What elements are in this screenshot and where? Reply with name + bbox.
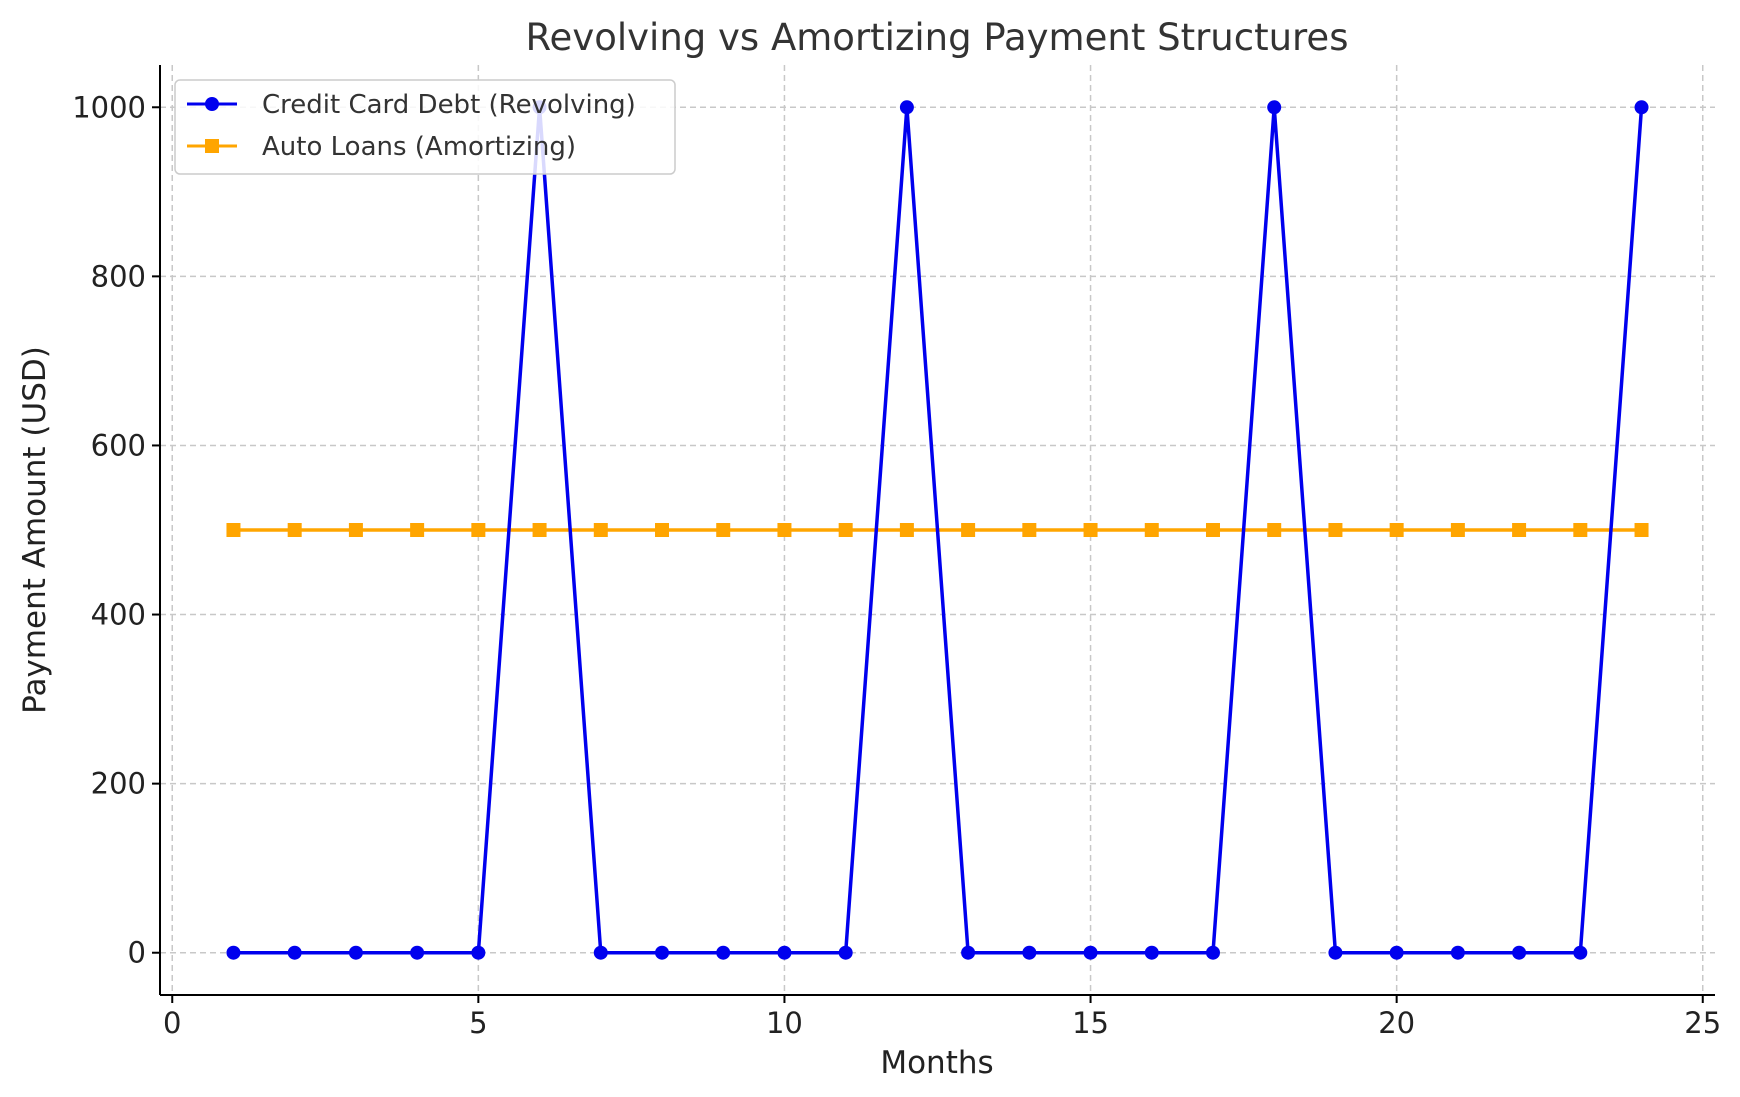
x-tick-label: 10: [766, 1006, 803, 1040]
data-point-credit-card: [716, 945, 731, 960]
data-point-credit-card: [1634, 100, 1649, 115]
data-point-auto-loans: [1267, 523, 1282, 537]
data-point-auto-loans: [348, 523, 363, 537]
data-point-auto-loans: [1022, 523, 1037, 537]
y-tick-label: 400: [91, 598, 146, 632]
legend: Credit Card Debt (Revolving) Auto Loans …: [174, 79, 676, 175]
data-point-credit-card: [1205, 945, 1220, 960]
data-point-credit-card: [961, 945, 976, 960]
data-point-credit-card: [1573, 945, 1588, 960]
y-ticks: 0 200 400 600 800 1000: [72, 90, 160, 970]
data-point-credit-card: [1083, 945, 1098, 960]
data-point-auto-loans: [655, 523, 670, 537]
x-tick-label: 5: [469, 1006, 487, 1040]
data-point-auto-loans: [1328, 523, 1343, 537]
data-point-auto-loans: [838, 523, 853, 537]
data-point-auto-loans: [1512, 523, 1527, 537]
data-point-auto-loans: [226, 523, 241, 537]
data-point-auto-loans: [1144, 523, 1159, 537]
y-tick-label: 0: [128, 936, 146, 970]
data-point-auto-loans: [1083, 523, 1098, 537]
data-point-credit-card: [471, 945, 486, 960]
data-point-credit-card: [777, 945, 792, 960]
data-point-credit-card: [899, 100, 914, 115]
data-point-auto-loans: [899, 523, 914, 537]
y-tick-label: 800: [91, 259, 146, 293]
legend-marker-auto-loans: [205, 139, 219, 153]
data-point-credit-card: [838, 945, 853, 960]
data-point-credit-card: [655, 945, 670, 960]
y-tick-label: 200: [91, 767, 146, 801]
y-tick-label: 600: [91, 428, 146, 462]
data-point-credit-card: [1512, 945, 1527, 960]
data-point-auto-loans: [410, 523, 425, 537]
series-line-credit-card: [233, 105, 1644, 955]
data-point-credit-card: [410, 945, 425, 960]
data-point-credit-card: [593, 945, 608, 960]
data-point-credit-card: [1328, 945, 1343, 960]
data-point-auto-loans: [1634, 523, 1649, 537]
x-tick-label: 25: [1684, 1006, 1721, 1040]
legend-label-auto-loans: Auto Loans (Amortizing): [262, 132, 576, 162]
data-point-credit-card: [1022, 945, 1037, 960]
data-point-auto-loans: [1389, 523, 1404, 537]
x-tick-label: 15: [1072, 1006, 1109, 1040]
y-axis-label: Payment Amount (USD): [17, 346, 53, 714]
x-axis-label: Months: [880, 1045, 993, 1081]
data-point-credit-card: [1389, 945, 1404, 960]
data-point-auto-loans: [471, 523, 486, 537]
x-tick-label: 0: [163, 1006, 181, 1040]
data-point-auto-loans: [777, 523, 792, 537]
chart-title: Revolving vs Amortizing Payment Structur…: [526, 16, 1349, 59]
x-tick-label: 20: [1378, 1006, 1415, 1040]
data-point-auto-loans: [287, 523, 302, 537]
plot-area: [226, 100, 1649, 960]
data-point-credit-card: [287, 945, 302, 960]
data-point-credit-card: [226, 945, 241, 960]
legend-label-credit-card: Credit Card Debt (Revolving): [262, 90, 636, 120]
data-point-auto-loans: [1450, 523, 1465, 537]
data-point-auto-loans: [961, 523, 976, 537]
data-point-credit-card: [1144, 945, 1159, 960]
data-point-auto-loans: [1205, 523, 1220, 537]
data-point-credit-card: [348, 945, 363, 960]
data-point-auto-loans: [593, 523, 608, 537]
data-point-credit-card: [1267, 100, 1282, 115]
data-point-auto-loans: [716, 523, 731, 537]
data-point-credit-card: [1450, 945, 1465, 960]
x-ticks: 0 5 10 15 20 25: [163, 995, 1721, 1040]
data-point-auto-loans: [532, 523, 547, 537]
legend-box: [174, 79, 676, 175]
y-tick-label: 1000: [72, 90, 146, 124]
data-point-auto-loans: [1573, 523, 1588, 537]
legend-marker-credit-card: [205, 97, 219, 111]
